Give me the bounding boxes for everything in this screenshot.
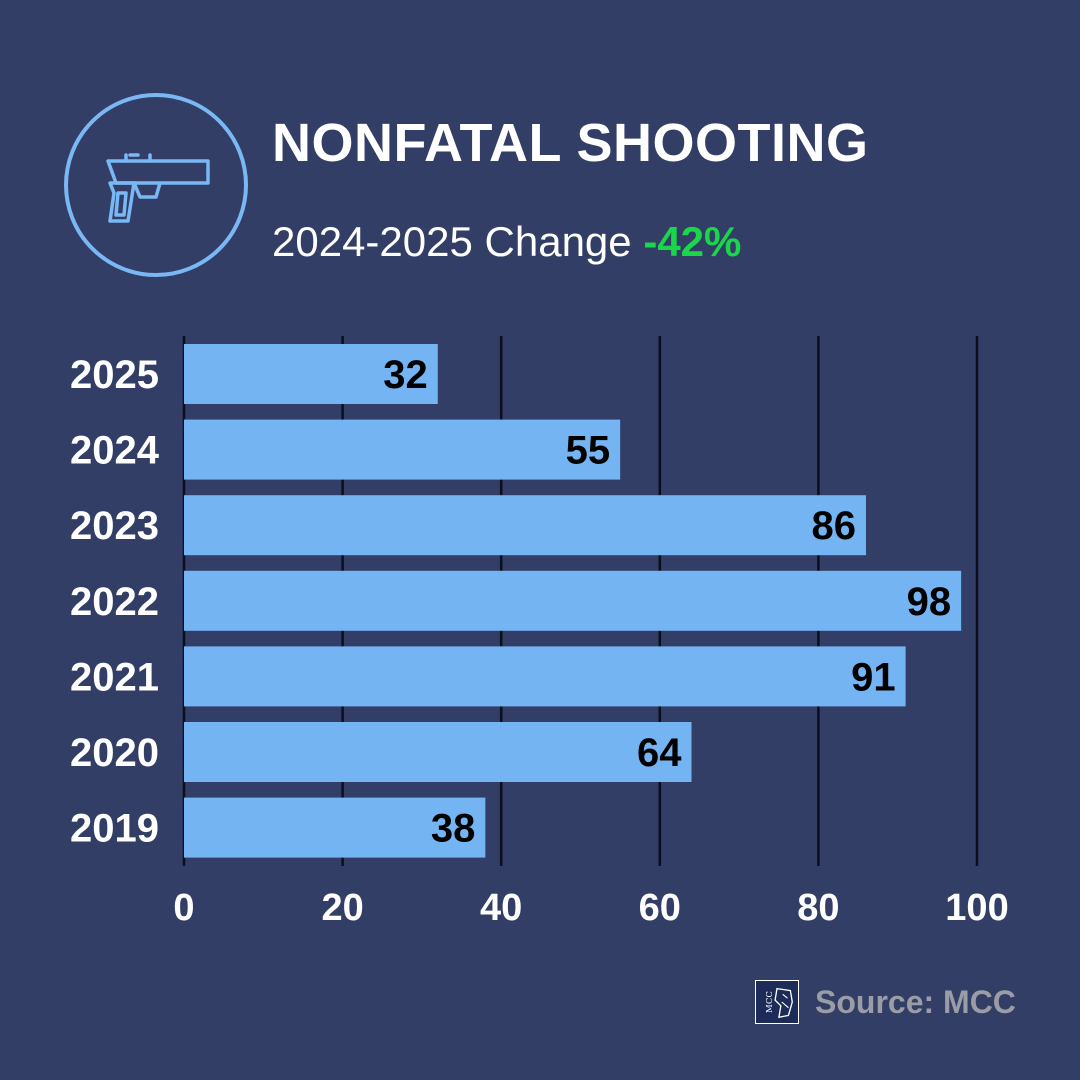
icon-badge <box>64 93 248 277</box>
x-tick-label: 40 <box>480 887 522 929</box>
page-title: NONFATAL SHOOTING <box>272 113 869 173</box>
bar-2022 <box>184 570 962 631</box>
y-category-label: 2019 <box>70 807 159 851</box>
x-tick-label: 100 <box>945 887 1008 929</box>
bar-value-label: 32 <box>383 353 428 397</box>
bar-2025 <box>184 344 438 404</box>
bars <box>184 344 962 858</box>
bar-2020 <box>184 722 692 782</box>
labels: 0 20 40 60 80 100 32 2025 55 2024 86 2023 98 2022 91 20… <box>70 353 1009 929</box>
logo-text: MCC <box>765 991 775 1013</box>
y-category-label: 2021 <box>70 655 159 699</box>
bar-value-label: 38 <box>431 807 476 851</box>
x-tick-label: 20 <box>321 887 363 929</box>
bar-value-label: 86 <box>811 504 856 548</box>
bar-value-label: 98 <box>907 580 952 624</box>
bar-2024 <box>184 419 621 480</box>
x-tick-label: 0 <box>173 887 194 929</box>
subtitle: 2024-2025 Change -42% <box>272 218 741 266</box>
bar-value-label: 55 <box>566 429 611 473</box>
x-tick-label: 60 <box>639 887 681 929</box>
bar-value-label: 64 <box>637 731 682 775</box>
pistol-icon <box>106 153 210 223</box>
bar-2023 <box>184 495 866 556</box>
y-category-label: 2022 <box>70 580 159 624</box>
change-label: 2024-2025 Change <box>272 218 632 265</box>
y-category-label: 2024 <box>70 429 160 473</box>
change-value: -42% <box>643 218 742 265</box>
y-category-label: 2020 <box>70 731 159 775</box>
y-category-label: 2023 <box>70 504 159 548</box>
source-text: Source: MCC <box>815 983 1016 1020</box>
mcc-logo: MCC <box>755 980 799 1024</box>
bar-2021 <box>184 646 906 707</box>
bar-2019 <box>184 797 486 858</box>
source-footer: MCC Source: MCC <box>755 980 1016 1024</box>
bar-value-label: 91 <box>851 655 896 699</box>
x-tick-label: 80 <box>797 887 839 929</box>
y-category-label: 2025 <box>70 353 159 397</box>
